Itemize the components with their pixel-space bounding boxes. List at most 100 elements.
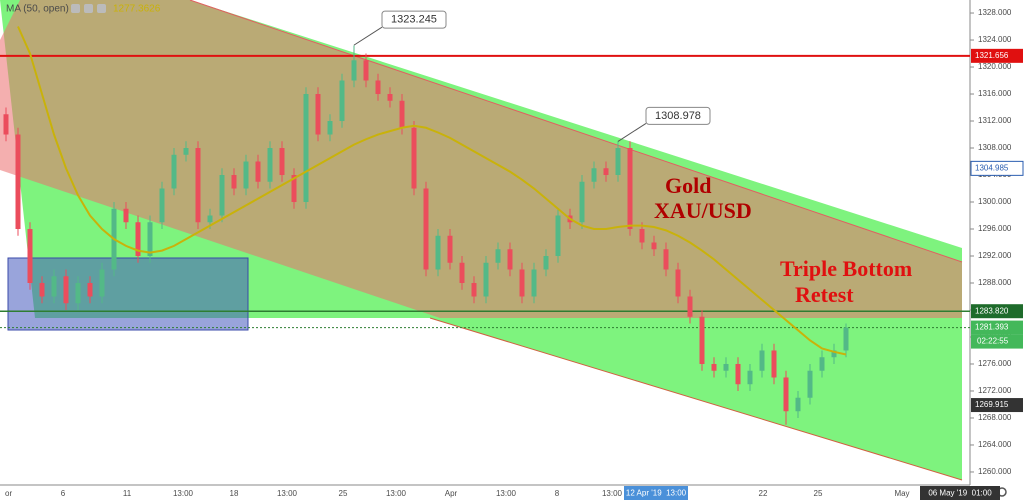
candle-body: [435, 235, 441, 270]
candle-body: [771, 350, 777, 378]
candle-body: [195, 148, 201, 223]
candle-body: [3, 114, 9, 135]
price-label-box: [971, 304, 1023, 319]
price-label: 1269.915: [975, 400, 1009, 409]
callout-label: 1308.978: [655, 110, 701, 122]
candle-body: [675, 269, 681, 297]
y-tick-label: 1312.000: [978, 116, 1012, 125]
price-label: 1281.393: [975, 323, 1009, 332]
y-tick-label: 1264.000: [978, 440, 1012, 449]
candle-body: [207, 215, 213, 223]
candle-body: [531, 269, 537, 297]
candle-body: [459, 262, 465, 283]
candle-body: [99, 269, 105, 297]
candle-body: [507, 249, 513, 270]
y-tick-label: 1292.000: [978, 251, 1012, 260]
price-label: 1283.820: [975, 306, 1009, 315]
y-tick-label: 1272.000: [978, 386, 1012, 395]
candle-body: [375, 80, 381, 95]
callout-box: [381, 10, 447, 29]
candle-body: [255, 161, 261, 182]
candle-body: [243, 161, 249, 189]
candle-body: [651, 242, 657, 250]
y-tick-label: 1300.000: [978, 197, 1012, 206]
candle-body: [423, 188, 429, 270]
countdown: 02:22:55: [977, 337, 1009, 346]
crosshair-label-box: [920, 486, 1000, 500]
candle-body: [759, 350, 765, 371]
range-box: [7, 257, 249, 331]
candle-body: [135, 222, 141, 256]
callout-pointer: [617, 122, 647, 142]
x-tick-label: 13:00: [496, 489, 517, 498]
indicator-icon[interactable]: [71, 4, 80, 13]
crosshair-label: 12 Apr '19 13:00: [626, 489, 687, 498]
candle-body: [555, 215, 561, 256]
candle-body: [351, 60, 357, 81]
candle-body: [471, 282, 477, 297]
candle-body: [51, 276, 57, 297]
candle-body: [591, 168, 597, 182]
x-tick-label: 13:00: [602, 489, 623, 498]
y-tick-label: 1296.000: [978, 224, 1012, 233]
x-tick-label: 13:00: [277, 489, 298, 498]
annotation: Triple Bottom: [780, 256, 912, 281]
candle-body: [339, 80, 345, 122]
candle-body: [699, 316, 705, 364]
candle-body: [483, 262, 489, 297]
channel-line: [429, 317, 963, 481]
candle-body: [171, 154, 177, 189]
candle-body: [387, 94, 393, 101]
candle-body: [747, 370, 753, 385]
candle-body: [123, 208, 129, 223]
candle-body: [267, 148, 273, 182]
x-tick-label: 13:00: [386, 489, 407, 498]
candle-body: [819, 357, 825, 371]
x-tick-label: 8: [555, 489, 560, 498]
callout-box: [645, 106, 711, 125]
indicator-value: 1277.3626: [113, 4, 161, 15]
candle-body: [603, 168, 609, 176]
candle-body: [579, 181, 585, 223]
price-label-box: [971, 320, 1023, 335]
candle-body: [807, 370, 813, 398]
red-channel: [0, 0, 962, 318]
callout-pointer: [353, 26, 383, 46]
candle-body: [39, 282, 45, 297]
candle-body: [147, 222, 153, 256]
price-label-box: [970, 160, 1024, 176]
moving-average: [17, 26, 847, 356]
candle-body: [663, 249, 669, 270]
callout-label: 1323.245: [391, 14, 437, 26]
annotation: Gold: [665, 173, 711, 198]
price-label-box: [971, 398, 1023, 413]
candle-body: [183, 148, 189, 155]
indicator-icon[interactable]: [97, 4, 106, 13]
candle-body: [231, 175, 237, 189]
candle-body: [627, 148, 633, 230]
candle-body: [615, 148, 621, 176]
x-tick-label: 25: [339, 489, 348, 498]
indicator-icon[interactable]: [84, 4, 93, 13]
candle-body: [27, 229, 33, 283]
x-tick-label: or: [5, 489, 12, 498]
candle-body: [639, 229, 645, 243]
candle-body: [735, 363, 741, 385]
crosshair-label: 06 May '19 01:00: [928, 489, 992, 498]
x-tick-label: 22: [759, 489, 768, 498]
annotation: XAU/USD: [654, 198, 752, 223]
candle-body: [843, 327, 849, 351]
candle-body: [447, 235, 453, 263]
y-tick-label: 1260.000: [978, 467, 1012, 476]
candle-body: [723, 363, 729, 371]
y-tick-label: 1328.000: [978, 8, 1012, 17]
y-tick-label: 1308.000: [978, 143, 1012, 152]
crosshair-label-box: [624, 486, 688, 500]
candle-body: [399, 100, 405, 128]
price-label: 1304.985: [975, 163, 1009, 172]
channel-line: [189, 0, 963, 263]
candle-body: [159, 188, 165, 223]
candle-body: [363, 60, 369, 81]
price-label-box: [971, 48, 1023, 63]
